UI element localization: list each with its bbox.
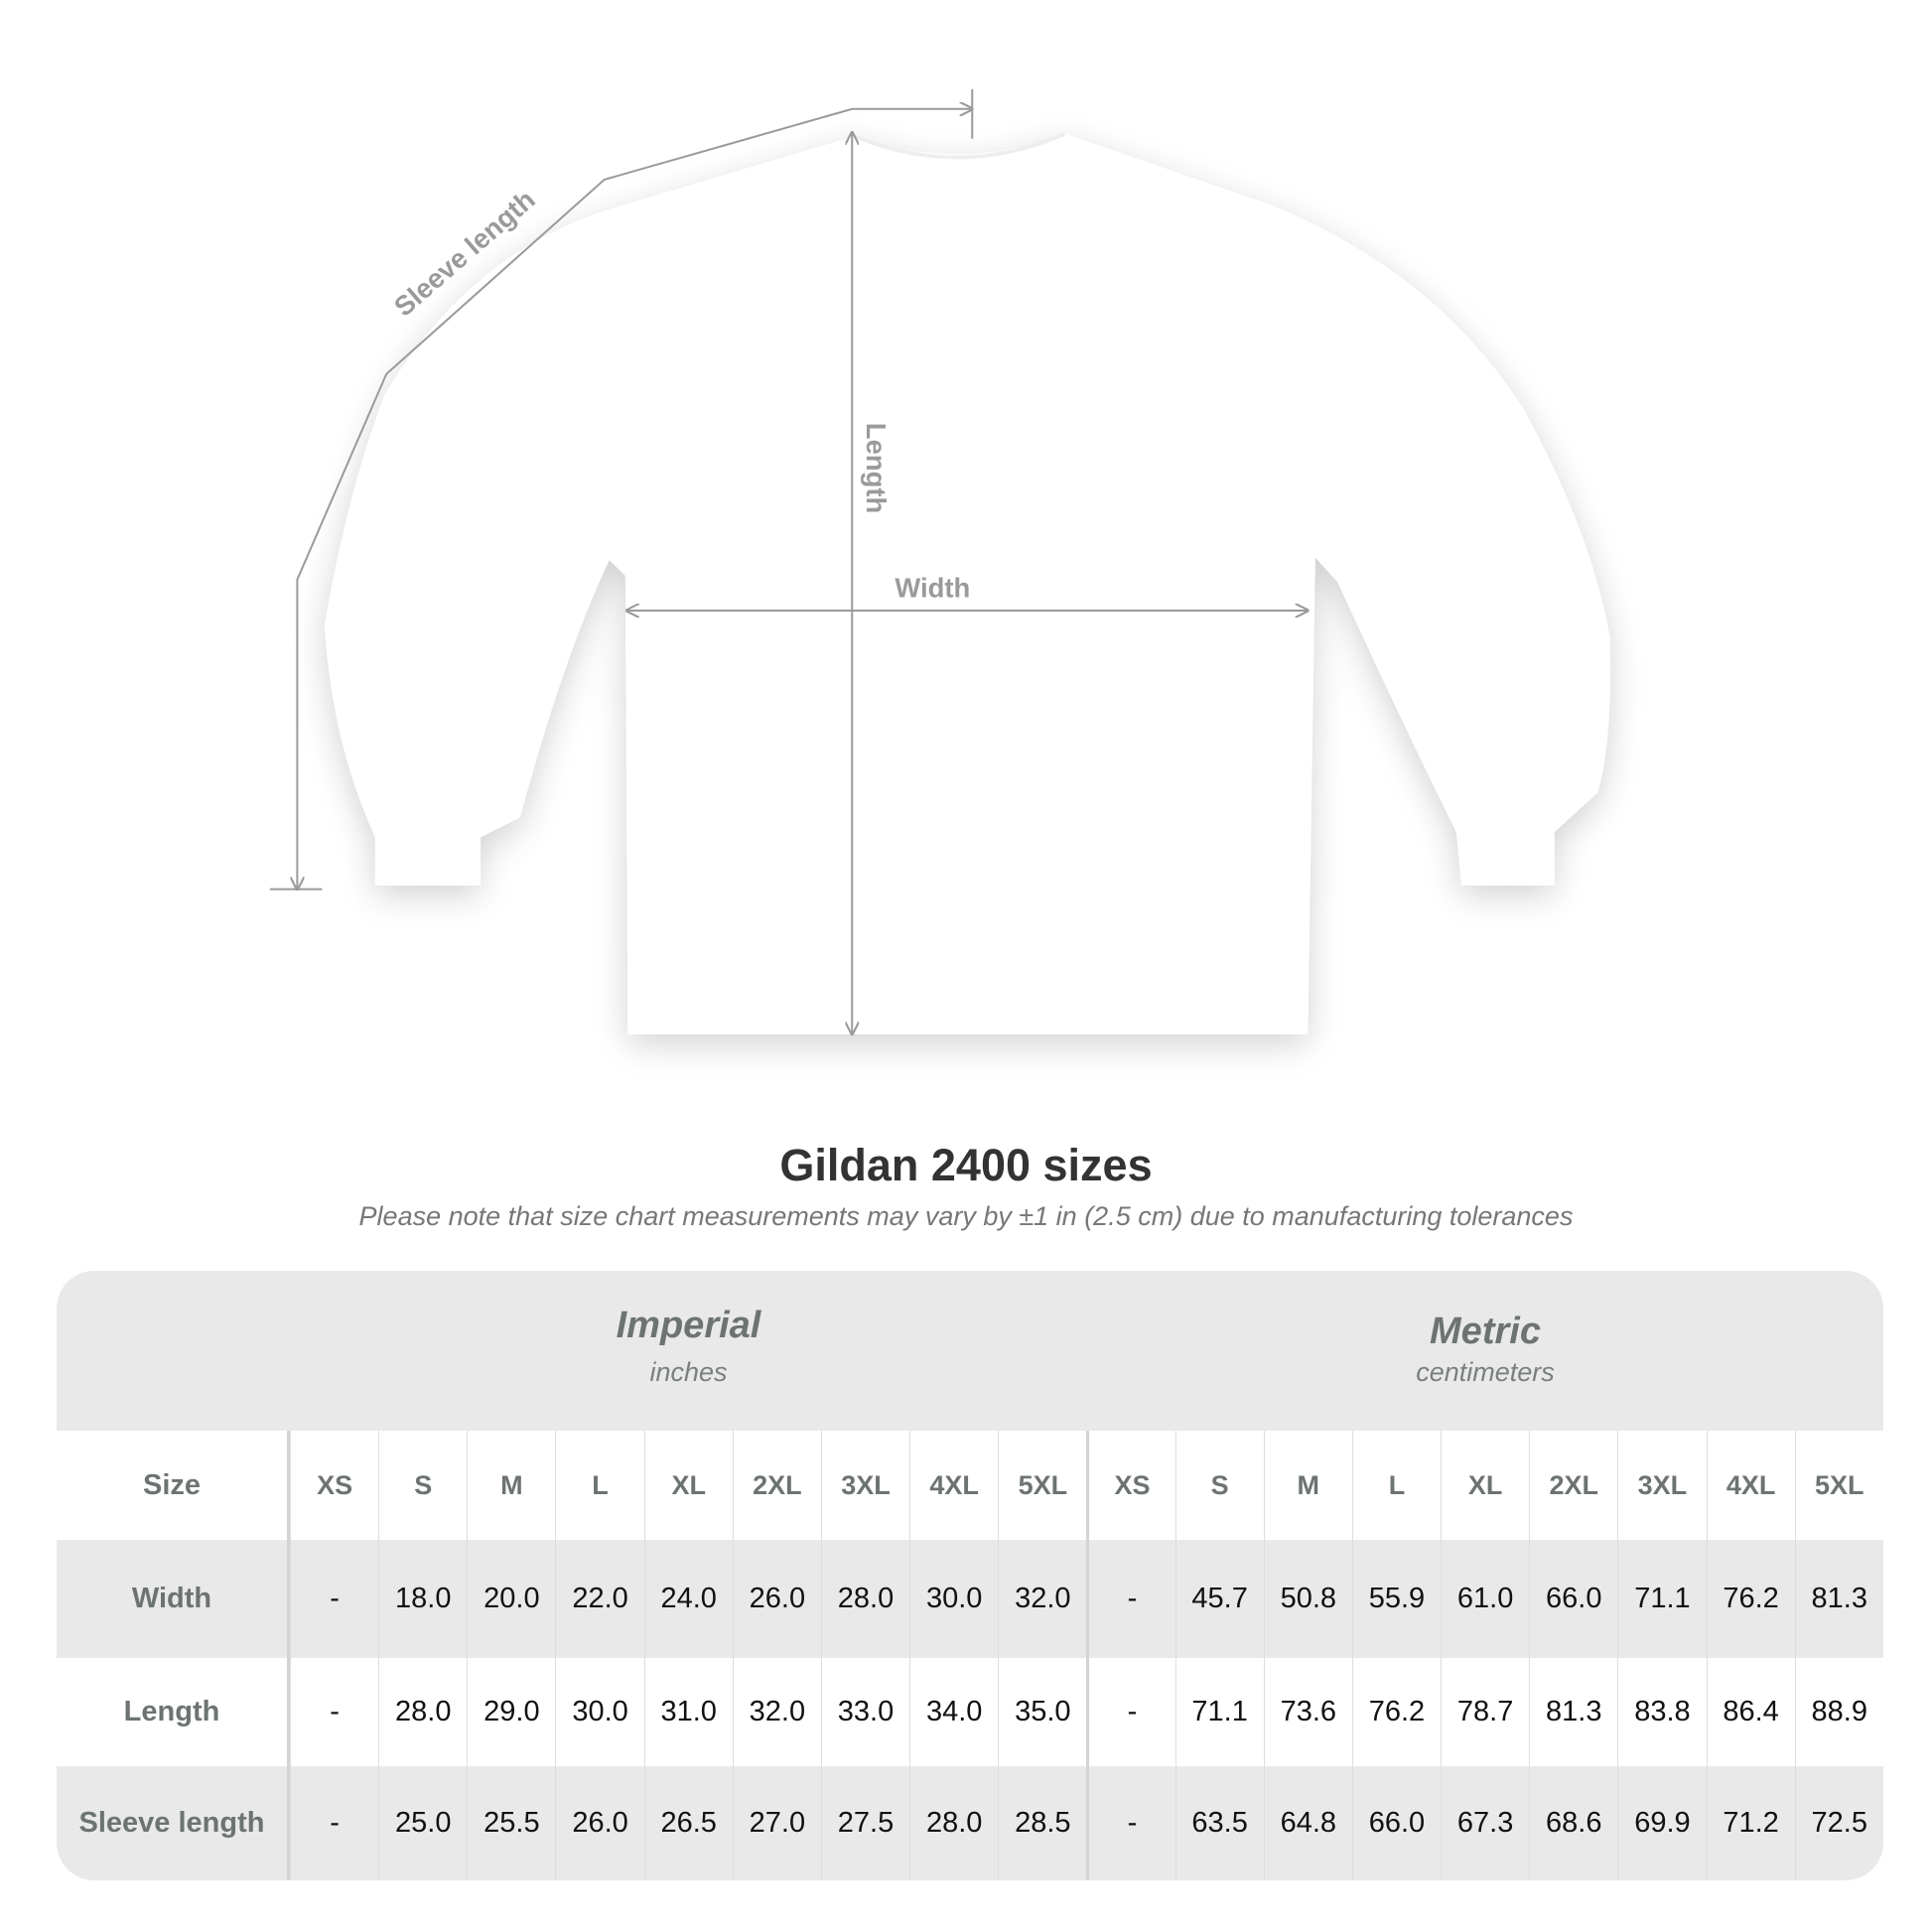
- tolerance-note: Please note that size chart measurements…: [358, 1201, 1574, 1231]
- value-cell: 28.0: [820, 1540, 909, 1658]
- value-cell: -: [290, 1658, 378, 1766]
- value-cell: 67.3: [1441, 1766, 1529, 1880]
- table-row: Sleeve length -25.0 25.5 26.0 26.5 27.0 27.5 28…: [57, 1766, 1883, 1880]
- value-cell: 30.0: [909, 1540, 998, 1658]
- value-cell: 22.0: [555, 1540, 643, 1658]
- value-cell: 26.0: [555, 1766, 643, 1880]
- table-row: Width -18.0 20.0 22.0 24.0 26.0 28.0 30.0 32.0-4…: [57, 1540, 1883, 1658]
- value-cell: 83.8: [1617, 1658, 1706, 1766]
- value-cell: -: [290, 1540, 378, 1658]
- size-header-row: Size XS S M L XL 2XL 3XL 4XL 5XL XS S M L XL 2XL 3XL 4XL 5…: [57, 1431, 1883, 1540]
- size-header-cell: 4XL: [1706, 1431, 1795, 1540]
- value-cell: 30.0: [555, 1658, 643, 1766]
- size-header-cell: XL: [643, 1431, 733, 1540]
- value-cell: 81.3: [1529, 1658, 1617, 1766]
- value-cell: 32.0: [732, 1658, 821, 1766]
- value-cell: 63.5: [1174, 1766, 1264, 1880]
- row-label: Size: [57, 1431, 290, 1540]
- value-cell: 61.0: [1441, 1540, 1529, 1658]
- value-cell: 27.0: [732, 1766, 821, 1880]
- value-cell: 28.5: [998, 1766, 1086, 1880]
- value-cell: 24.0: [643, 1540, 733, 1658]
- value-cell: 29.0: [467, 1658, 555, 1766]
- value-cell: 68.6: [1529, 1766, 1617, 1880]
- value-cell: 32.0: [998, 1540, 1086, 1658]
- value-cell: 33.0: [820, 1658, 909, 1766]
- size-header-cell: 5XL: [1794, 1431, 1883, 1540]
- value-cell: 78.7: [1441, 1658, 1529, 1766]
- imperial-header: Imperial inches: [290, 1271, 1087, 1431]
- value-cell: 18.0: [378, 1540, 467, 1658]
- size-header-cell: S: [378, 1431, 467, 1540]
- value-cell: 27.5: [820, 1766, 909, 1880]
- size-header-cell: L: [1351, 1431, 1441, 1540]
- length-label: Length: [861, 423, 892, 513]
- value-cell: 26.5: [643, 1766, 733, 1880]
- row-label: Width: [57, 1540, 290, 1658]
- size-header-cell: 2XL: [1529, 1431, 1617, 1540]
- size-table: Imperial inches Metric centimeters Size X…: [57, 1271, 1883, 1880]
- value-cell: 28.0: [378, 1658, 467, 1766]
- size-header-cell: 3XL: [820, 1431, 909, 1540]
- table-row: Length -28.0 29.0 30.0 31.0 32.0 33.0 34.0 35.0-…: [57, 1658, 1883, 1766]
- value-cell: 88.9: [1794, 1658, 1883, 1766]
- value-cell: 73.6: [1263, 1658, 1352, 1766]
- value-cell: -: [1086, 1540, 1174, 1658]
- value-cell: 20.0: [467, 1540, 555, 1658]
- size-header-cell: 4XL: [909, 1431, 998, 1540]
- metric-header: Metric centimeters: [1087, 1271, 1883, 1431]
- imperial-unit: inches: [649, 1357, 728, 1387]
- value-cell: -: [1086, 1766, 1174, 1880]
- value-cell: 69.9: [1617, 1766, 1706, 1880]
- imperial-label: Imperial: [616, 1305, 761, 1346]
- value-cell: 66.0: [1351, 1766, 1441, 1880]
- size-header-cell: 3XL: [1617, 1431, 1706, 1540]
- size-header-cell: XS: [1086, 1431, 1174, 1540]
- value-cell: 71.2: [1706, 1766, 1795, 1880]
- size-header-cell: S: [1174, 1431, 1264, 1540]
- width-label: Width: [895, 572, 970, 603]
- size-header-cell: XS: [290, 1431, 378, 1540]
- value-cell: 81.3: [1794, 1540, 1883, 1658]
- value-cell: 28.0: [909, 1766, 998, 1880]
- row-label: Length: [57, 1658, 290, 1766]
- value-cell: 66.0: [1529, 1540, 1617, 1658]
- value-cell: -: [290, 1766, 378, 1880]
- size-header-cell: M: [1263, 1431, 1352, 1540]
- value-cell: -: [1086, 1658, 1174, 1766]
- size-header-cell: XL: [1441, 1431, 1529, 1540]
- value-cell: 72.5: [1794, 1766, 1883, 1880]
- value-cell: 50.8: [1263, 1540, 1352, 1658]
- metric-unit: centimeters: [1416, 1357, 1555, 1387]
- value-cell: 76.2: [1351, 1658, 1441, 1766]
- sleeve-length-measure: [269, 88, 972, 890]
- value-cell: 31.0: [643, 1658, 733, 1766]
- value-cell: 64.8: [1263, 1766, 1352, 1880]
- size-header-cell: M: [467, 1431, 555, 1540]
- row-label: Sleeve length: [57, 1766, 290, 1880]
- value-cell: 25.0: [378, 1766, 467, 1880]
- value-cell: 34.0: [909, 1658, 998, 1766]
- value-cell: 76.2: [1706, 1540, 1795, 1658]
- value-cell: 71.1: [1174, 1658, 1264, 1766]
- value-cell: 71.1: [1617, 1540, 1706, 1658]
- value-cell: 25.5: [467, 1766, 555, 1880]
- size-header-cell: L: [555, 1431, 643, 1540]
- value-cell: 55.9: [1351, 1540, 1441, 1658]
- value-cell: 35.0: [998, 1658, 1086, 1766]
- page-title: Gildan 2400 sizes: [779, 1140, 1153, 1190]
- metric-label: Metric: [1430, 1311, 1541, 1352]
- size-header-cell: 5XL: [998, 1431, 1086, 1540]
- value-cell: 86.4: [1706, 1658, 1795, 1766]
- value-cell: 26.0: [732, 1540, 821, 1658]
- size-header-cell: 2XL: [732, 1431, 821, 1540]
- value-cell: 45.7: [1174, 1540, 1264, 1658]
